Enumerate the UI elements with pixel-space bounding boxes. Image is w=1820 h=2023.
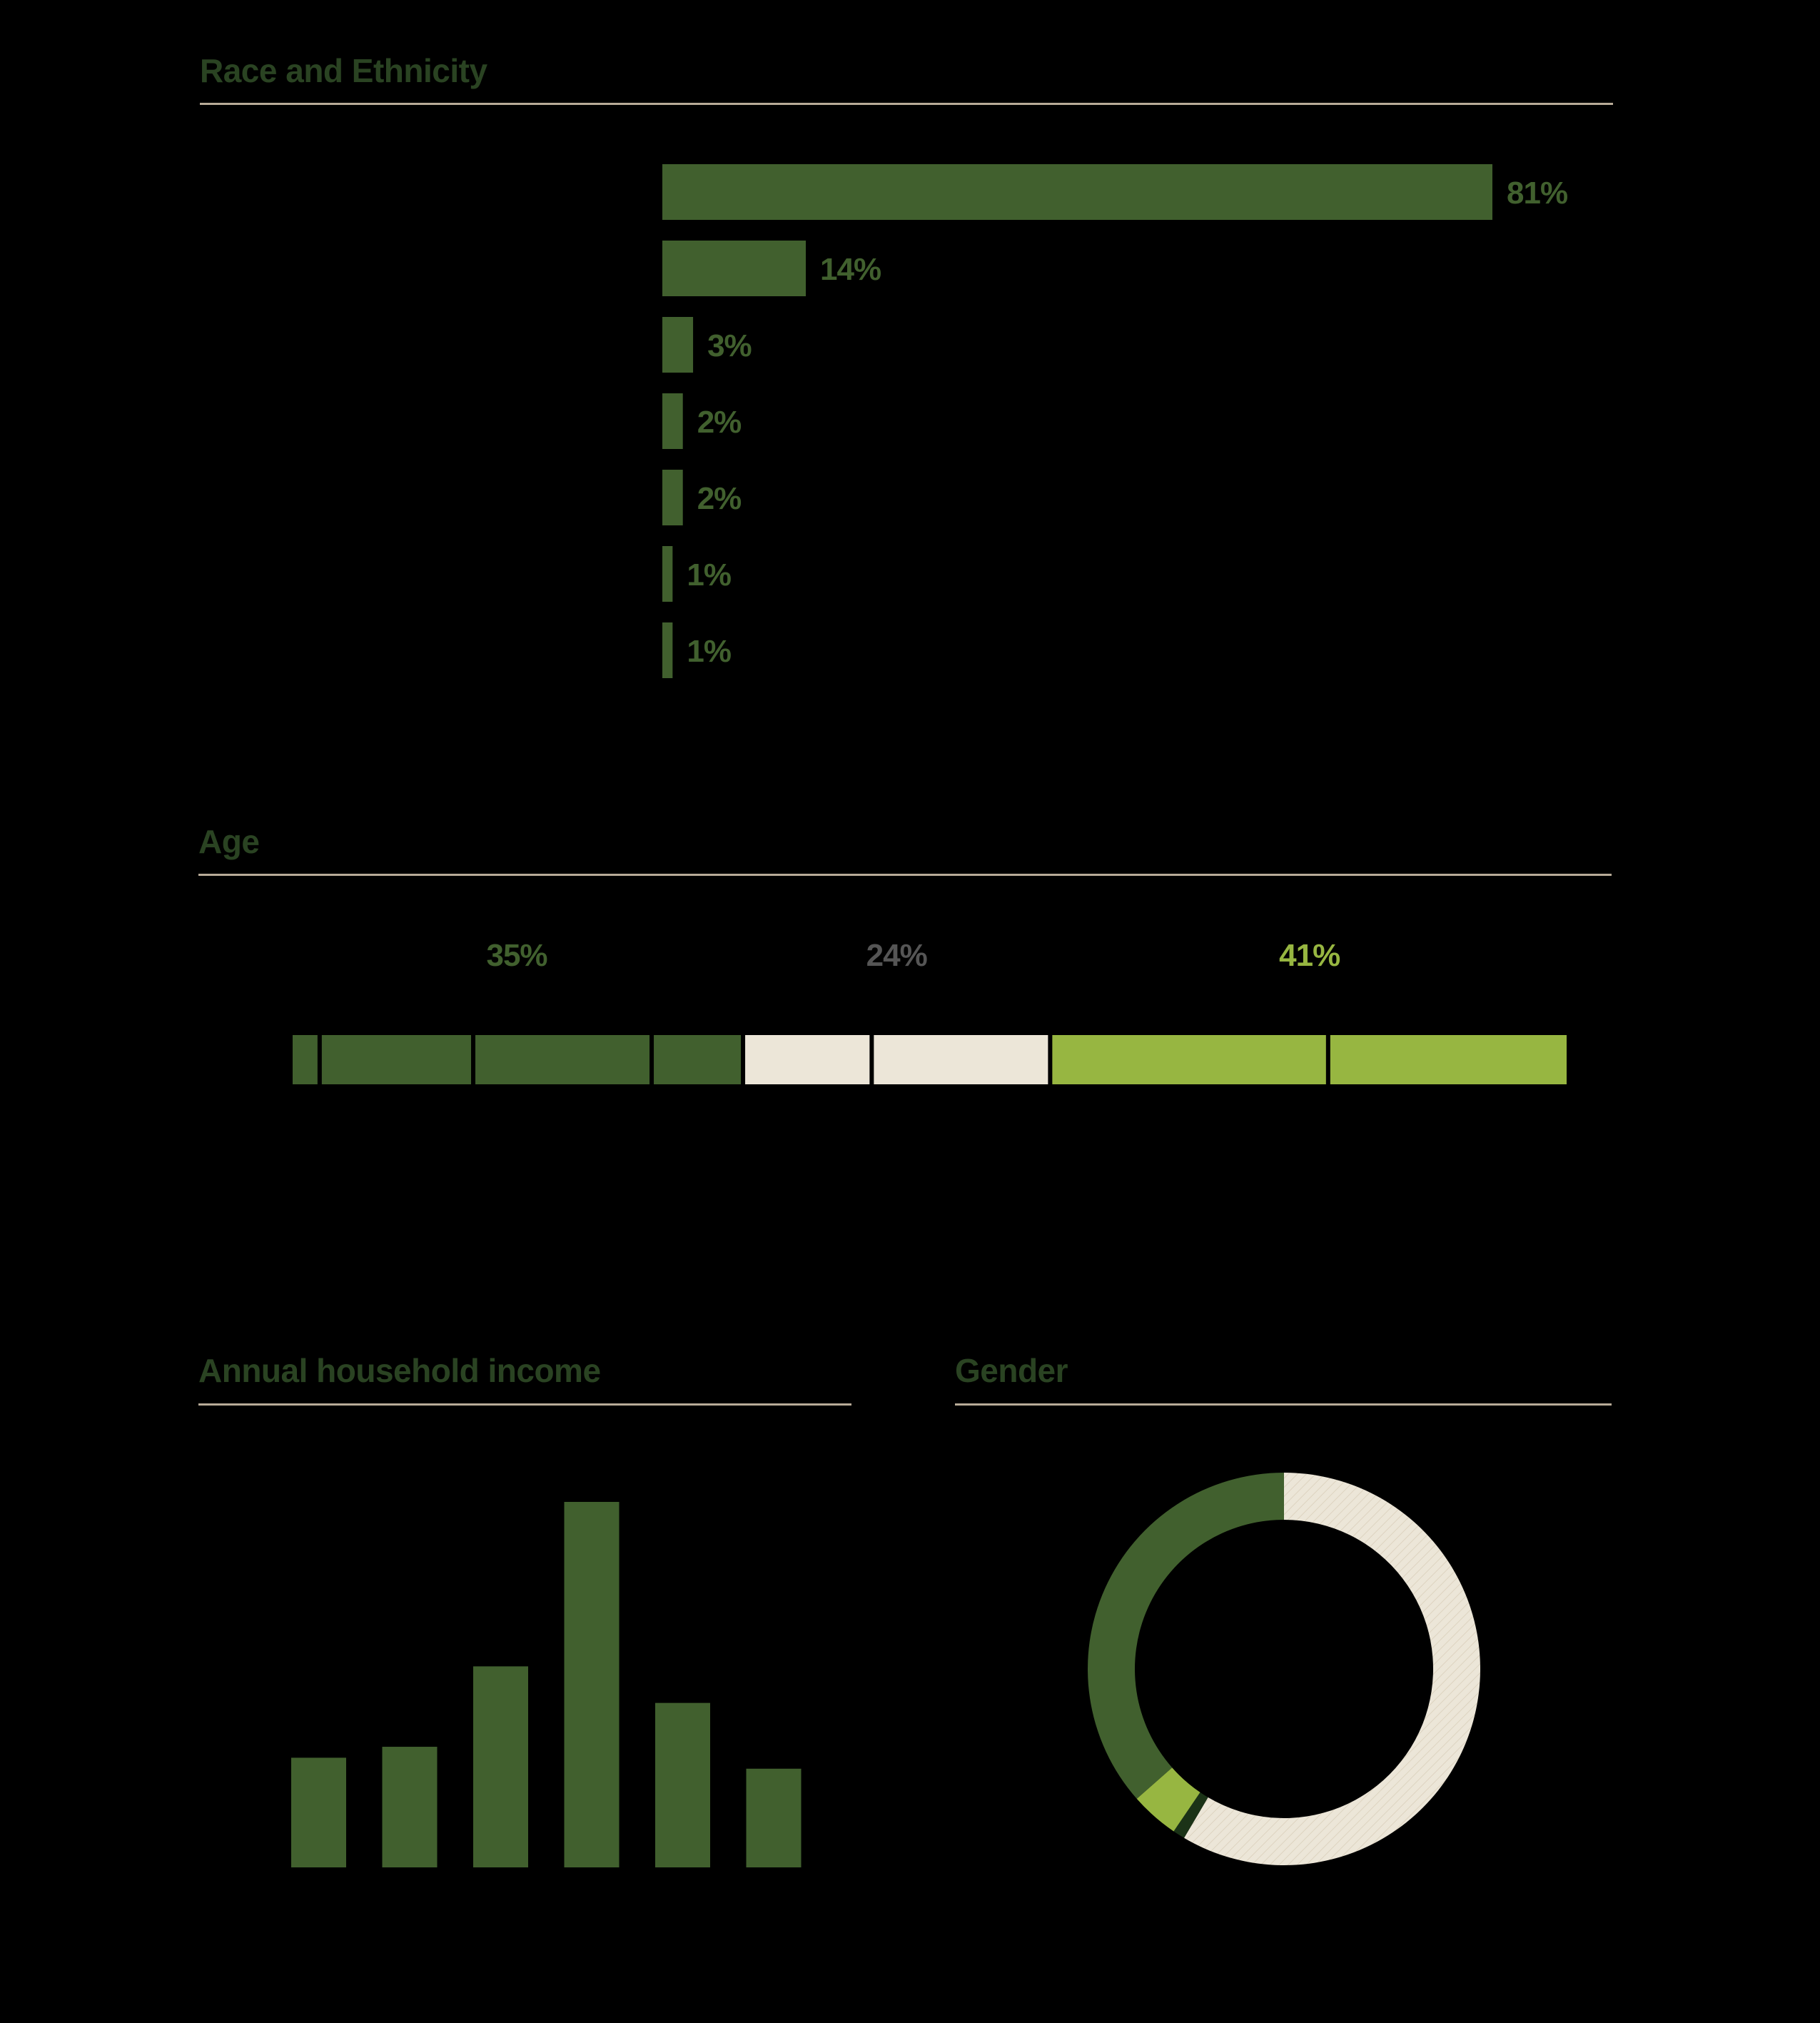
- race-bar-1: [662, 164, 1492, 220]
- gender-slice-4: [1087, 1473, 1284, 1799]
- race-bar-label-5: 2%: [697, 481, 742, 516]
- age-group-label-3: 41%: [1279, 938, 1340, 973]
- age-title: Age: [198, 823, 260, 860]
- race-bar-label-1: 81%: [1507, 176, 1567, 211]
- race-bar-label-2: 14%: [820, 252, 881, 287]
- race-bar-4: [662, 393, 683, 449]
- income-bar-4: [564, 1502, 620, 1867]
- gender-slice-2: [1173, 1792, 1208, 1838]
- age-segment-5: [745, 1035, 870, 1084]
- age-segment-3: [475, 1035, 650, 1084]
- income-bar-2: [382, 1747, 438, 1867]
- race-bar-label-6: 1%: [687, 558, 731, 592]
- race-bar-7: [662, 622, 673, 678]
- race-bar-label-4: 2%: [697, 405, 742, 440]
- age-segment-4: [654, 1035, 742, 1084]
- age-segment-8: [1330, 1035, 1567, 1084]
- race-bar-3: [662, 317, 694, 373]
- race-title: Race and Ethnicity: [200, 52, 487, 89]
- gender-chart: [1087, 1473, 1480, 1865]
- gender-slice-1: [1184, 1473, 1480, 1865]
- race-ethnicity-chart: 81% 14% 3% 2% 2% 1% 1%: [662, 164, 1568, 678]
- race-bar-label-3: 3%: [707, 328, 752, 363]
- race-bar-6: [662, 546, 673, 602]
- income-bar-6: [746, 1768, 802, 1867]
- income-bar-3: [473, 1666, 528, 1867]
- age-segment-7: [1052, 1035, 1326, 1084]
- income-bar-5: [655, 1702, 710, 1867]
- income-bar-1: [291, 1757, 346, 1867]
- income-chart: [291, 1502, 802, 1867]
- age-group-label-2: 24%: [866, 938, 927, 973]
- age-divider: [198, 874, 1612, 876]
- race-bar-5: [662, 470, 683, 525]
- gender-divider: [955, 1403, 1612, 1406]
- age-segment-6: [874, 1035, 1048, 1084]
- income-divider: [198, 1403, 851, 1406]
- gender-slice-3: [1136, 1767, 1200, 1832]
- age-group-label-1: 35%: [486, 938, 547, 973]
- race-divider: [200, 103, 1613, 105]
- income-title: Annual household income: [198, 1352, 601, 1389]
- race-bar-2: [662, 241, 807, 296]
- age-segment-1: [293, 1035, 318, 1084]
- age-segment-2: [321, 1035, 472, 1084]
- age-chart: 35% 24% 41%: [293, 938, 1567, 1084]
- gender-title: Gender: [955, 1352, 1068, 1389]
- race-bar-label-7: 1%: [687, 634, 731, 669]
